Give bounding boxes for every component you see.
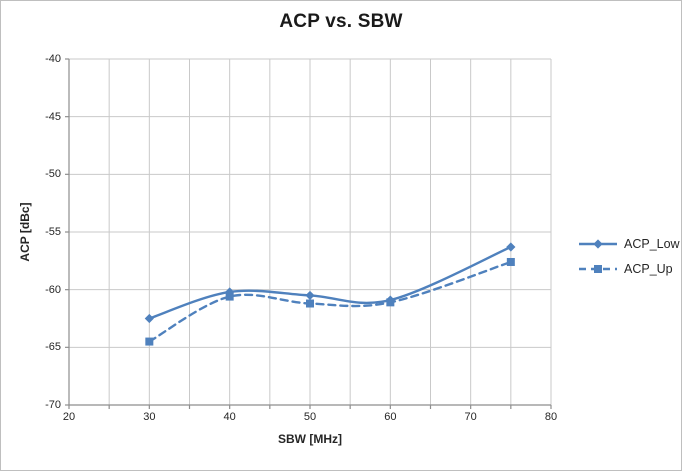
legend: ACP_Low ACP_Up [578,233,680,283]
x-tick-label: 70 [464,411,477,423]
y-tick-label: -55 [45,226,61,238]
y-tick-label: -40 [45,53,61,65]
y-axis-title: ACP [dBc] [18,202,32,262]
legend-item-acp-low[interactable]: ACP_Low [578,233,680,255]
x-tick-label: 40 [223,411,236,423]
data-point-marker-square [386,298,395,307]
x-tick-label: 20 [62,411,76,423]
data-point-marker-diamond [506,242,516,252]
y-tick-label: -45 [45,110,61,123]
y-tick-label: -50 [45,168,61,181]
x-tick-label: 50 [303,411,317,423]
x-tick-label: 30 [143,411,156,423]
legend-swatch-dashed-square-icon [579,265,617,273]
y-tick-label: -70 [45,399,61,411]
data-point-marker-square [506,257,515,266]
legend-swatch-solid-diamond-icon [579,239,617,249]
legend-label: ACP_Low [624,237,680,251]
data-point-marker-diamond [144,313,154,324]
data-point-marker-square [306,299,314,308]
y-tick-label: -65 [45,341,61,354]
legend-label: ACP_Up [624,262,673,276]
x-tick-label: 60 [384,411,397,423]
x-axis-title: SBW [MHz] [278,432,342,446]
legend-item-acp-up[interactable]: ACP_Up [578,258,680,280]
y-tick-label: -60 [45,283,61,296]
data-point-marker-square [225,292,234,301]
chart-title: ACP vs. SBW [279,11,403,32]
data-point-marker-square [145,337,154,346]
x-tick-label: 80 [544,411,558,423]
data-point-marker-diamond [305,290,315,301]
